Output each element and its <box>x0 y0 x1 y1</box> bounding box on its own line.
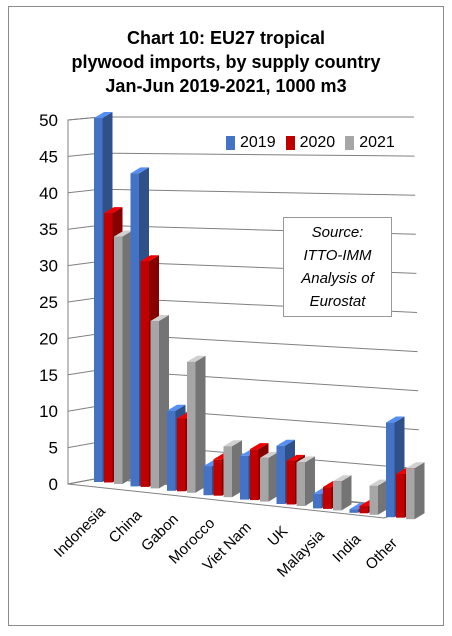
legend-label-2019: 2019 <box>240 134 276 151</box>
y-tick-label: 0 <box>49 475 58 494</box>
bar-top-2021-Gabon <box>187 355 206 362</box>
source-annotation: Source: ITTO-IMM Analysis of Eurostat <box>283 217 392 317</box>
bar-top-2020-UK <box>286 454 305 461</box>
bar-2020-Malaysia <box>323 487 332 509</box>
bar-side-2021-Morocco <box>232 440 242 498</box>
bar-side-2021-Viet Nam <box>268 451 279 502</box>
legend-item-2020: 2020 <box>285 134 336 152</box>
bar-2021-Gabon <box>187 361 196 493</box>
x-tick-label-India: India <box>329 530 364 565</box>
chart-title-line-1: Chart 10: EU27 tropical <box>126 28 326 48</box>
bar-top-2020-China <box>140 255 159 262</box>
legend-item-2019: 2019 <box>226 134 276 152</box>
bar-top-2019-China <box>130 167 149 174</box>
chart-legend: 2019 2020 2021 <box>226 134 405 152</box>
bar-top-2021-Malaysia <box>333 475 352 482</box>
y-tick-label: 20 <box>39 329 58 348</box>
gridline <box>99 188 416 196</box>
bar-2021-China <box>150 320 159 489</box>
y-tick-label: 50 <box>39 111 58 130</box>
bar-top-2019-Other <box>386 416 405 423</box>
bar-2021-Viet Nam <box>260 457 269 502</box>
bar-top-2021-Morocco <box>223 440 242 447</box>
bar-2019-China <box>130 173 139 487</box>
gridline <box>99 152 415 157</box>
legend-swatch-2020 <box>285 136 295 150</box>
gridline-side <box>67 116 101 121</box>
y-tick-label: 15 <box>39 366 58 385</box>
bar-side-2021-Indonesia <box>122 230 133 484</box>
y-tick-label: 10 <box>39 402 58 421</box>
chart-title-line-3: Jan-Jun 2019-2021, 1000 m3 <box>105 76 347 96</box>
bar-2021-Indonesia <box>114 236 123 484</box>
source-line-2: ITTO-IMM <box>303 247 372 264</box>
source-line-3: Analysis of <box>301 270 374 287</box>
bar-2021-Morocco <box>223 446 232 498</box>
bar-side-2021-Other <box>414 462 425 520</box>
bar-2019-Morocco <box>203 466 212 496</box>
y-tick-label: 45 <box>39 147 58 166</box>
bar-2021-Other <box>406 468 415 520</box>
bar-top-2021-China <box>150 314 169 321</box>
legend-swatch-2019 <box>226 136 235 150</box>
bar-2019-Malaysia <box>313 493 322 509</box>
y-tick-label: 35 <box>39 220 58 239</box>
bar-2020-China <box>140 261 149 487</box>
bar-2021-UK <box>296 462 305 506</box>
y-tick-label: 25 <box>39 293 58 312</box>
bar-top-2021-Viet Nam <box>260 451 279 458</box>
legend-label-2021: 2021 <box>359 134 395 151</box>
bar-2019-Viet Nam <box>240 455 249 500</box>
bar-2020-Other <box>396 474 405 518</box>
bar-side-2021-Malaysia <box>341 475 352 511</box>
back-wall <box>100 117 420 478</box>
legend-item-2021: 2021 <box>345 134 395 152</box>
x-tick-label-Other: Other <box>362 535 401 574</box>
bar-2019-UK <box>276 445 285 504</box>
bar-top-2020-Indonesia <box>104 207 123 214</box>
bar-top-2019-Indonesia <box>94 112 113 118</box>
bar-top-2019-UK <box>276 439 295 446</box>
bar-side-2021-China <box>159 314 169 489</box>
bar-side-2021-UK <box>305 456 315 506</box>
bar-2019-Gabon <box>167 410 176 491</box>
bar-2021-India <box>369 485 378 515</box>
bar-side-2021-India <box>378 479 388 515</box>
chart-title-line-2: plywood imports, by supply country <box>71 52 381 72</box>
x-tick-label-Indonesia: Indonesia <box>51 502 109 560</box>
bar-2020-Gabon <box>177 418 186 492</box>
source-line-4: Eurostat <box>309 293 366 310</box>
bar-top-2021-India <box>369 479 388 486</box>
bar-2020-Viet Nam <box>250 449 259 501</box>
bar-2021-Malaysia <box>333 481 342 511</box>
bar-2020-Indonesia <box>104 213 113 483</box>
bar-2019-India <box>349 509 358 513</box>
bar-2020-UK <box>286 460 295 505</box>
bar-top-2020-Viet Nam <box>250 443 269 450</box>
legend-swatch-2021 <box>345 136 355 150</box>
source-line-1: Source: <box>311 224 364 241</box>
x-tick-label-UK: UK <box>265 523 292 550</box>
bar-2019-Indonesia <box>94 118 103 482</box>
bar-top-2021-Other <box>406 462 425 469</box>
y-tick-label: 30 <box>39 257 58 276</box>
bar-2020-India <box>359 506 368 514</box>
bar-side-2021-Gabon <box>195 355 206 493</box>
bar-top-2021-Indonesia <box>114 230 133 237</box>
y-tick-label: 40 <box>39 184 58 203</box>
bar-2019-Other <box>386 422 395 518</box>
bar-top-2021-UK <box>296 456 315 463</box>
bar-top-2019-Gabon <box>167 404 186 411</box>
legend-label-2020: 2020 <box>299 134 336 151</box>
bar-2020-Morocco <box>213 459 222 496</box>
y-tick-label: 5 <box>49 439 58 458</box>
